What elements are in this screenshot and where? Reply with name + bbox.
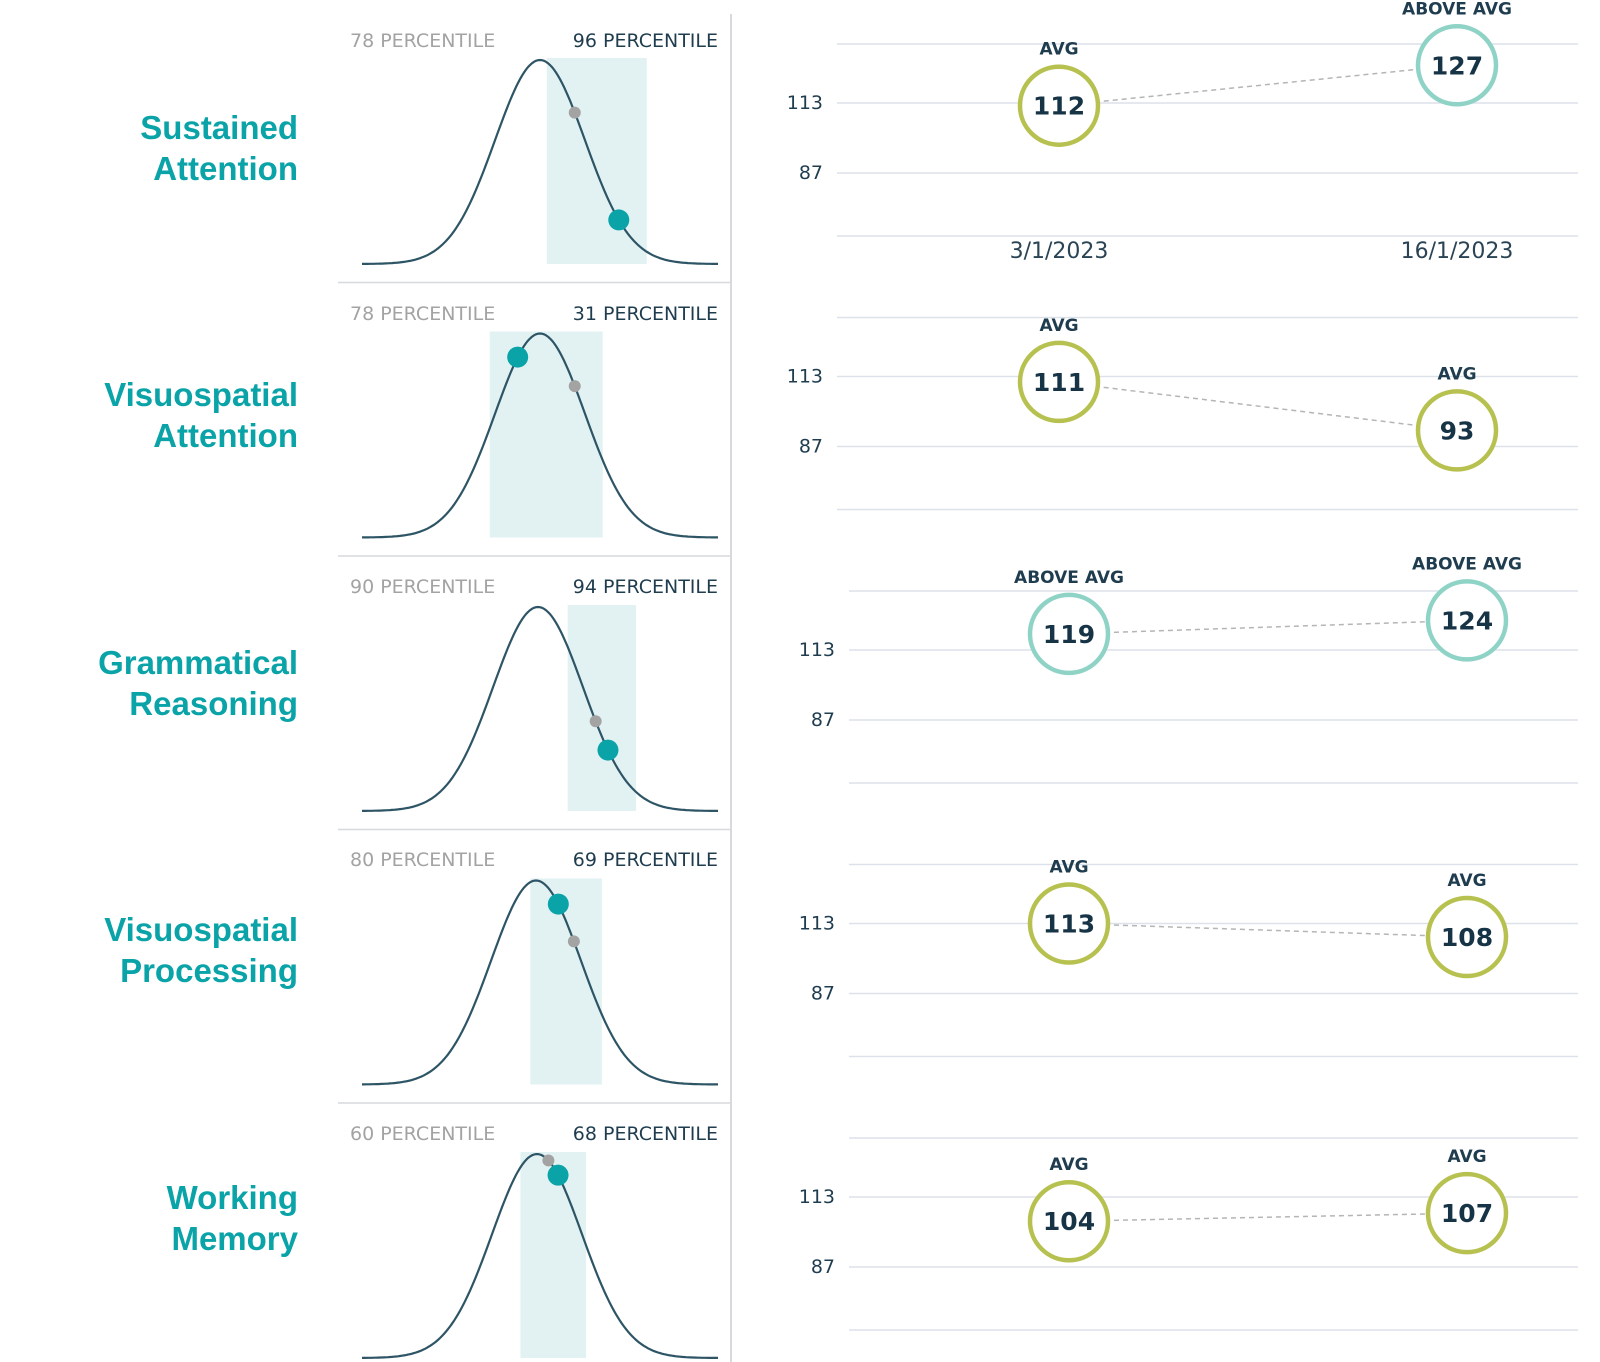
domain-label-line1: Grammatical [98,644,298,681]
y-tick-113: 113 [799,913,835,935]
previous-percentile-marker [568,106,581,119]
score-value: 107 [1441,1199,1493,1228]
score-value: 104 [1043,1207,1095,1236]
score-value: 119 [1043,620,1095,649]
y-tick-87: 87 [811,983,835,1005]
domain-label-visuospatial-processing: Visuospatial Processing [104,909,298,991]
trend-line [1058,64,1458,107]
score-circle [1027,882,1111,965]
trend-line [1058,381,1458,432]
score-circle [1425,1171,1509,1255]
trend-line [1068,922,1468,938]
previous-percentile-marker [567,935,580,948]
score-category-label: AVG [1437,364,1476,384]
previous-percentile-marker [542,1154,555,1167]
score-value: 111 [1033,368,1085,397]
current-percentile-marker [547,1164,569,1186]
score-category-label: AVG [1049,1155,1088,1175]
current-percentile-marker [608,209,630,231]
bell-curve [362,605,718,812]
trend-line [1068,619,1468,635]
score-value: 108 [1441,923,1493,952]
percentile-range-shade [520,1152,587,1358]
score-value: 112 [1033,92,1085,121]
score-category-label: ABOVE AVG [1402,0,1512,19]
percentile-range-shade [567,605,636,811]
trend-line [1068,1212,1468,1222]
score-circle [1017,64,1101,147]
y-tick-87: 87 [799,436,823,458]
domain-label-working-memory: Working Memory [167,1177,298,1259]
x-tick-date: 16/1/2023 [1401,239,1514,264]
bell-curve [362,332,718,539]
score-category-label: ABOVE AVG [1014,568,1124,588]
y-tick-87: 87 [799,162,823,184]
y-tick-113: 113 [799,1186,835,1208]
score-circle [1027,592,1111,676]
domain-label-line1: Visuospatial [104,911,298,948]
score-value: 93 [1440,416,1475,445]
score-category-label: AVG [1039,316,1078,336]
current-percentile-marker [507,346,529,368]
previous-percentile-label: 90 PERCENTILE [350,576,495,598]
current-percentile-marker [597,739,619,761]
score-category-label: AVG [1447,1147,1486,1167]
percentile-range-shade [489,331,603,538]
score-circle [1017,340,1101,424]
y-tick-87: 87 [811,709,835,731]
domain-label-line1: Working [166,1179,298,1216]
domain-label-visuospatial-attention: Visuospatial Attention [104,374,298,456]
current-percentile-label: 68 PERCENTILE [573,1123,718,1145]
score-circle [1425,579,1509,662]
score-value: 113 [1043,910,1095,939]
current-percentile-label: 96 PERCENTILE [573,30,718,52]
score-circle [1415,24,1499,107]
percentile-range-shade [546,58,647,264]
y-tick-87: 87 [811,1256,835,1278]
domain-label-line1: Sustained [140,109,298,146]
domain-label-line2: Memory [171,1220,298,1257]
domain-label-line2: Processing [120,952,298,989]
previous-percentile-marker [589,715,602,728]
previous-percentile-label: 78 PERCENTILE [350,303,495,325]
score-circle [1027,1179,1111,1263]
previous-percentile-label: 80 PERCENTILE [350,849,495,871]
current-percentile-marker [547,893,569,915]
x-tick-date: 3/1/2023 [1010,239,1109,264]
previous-percentile-marker [568,380,581,393]
score-value: 124 [1441,606,1493,635]
previous-percentile-label: 78 PERCENTILE [350,30,495,52]
domain-label-line2: Attention [153,417,298,454]
y-tick-113: 113 [799,639,835,661]
domain-label-line1: Visuospatial [104,376,298,413]
bell-curve [362,1153,718,1359]
domain-label-line2: Attention [153,150,298,187]
current-percentile-label: 31 PERCENTILE [573,303,718,325]
score-circle [1425,895,1509,979]
bell-curve [362,58,718,265]
y-tick-113: 113 [787,366,823,388]
current-percentile-label: 94 PERCENTILE [573,576,718,598]
domain-label-sustained-attention: Sustained Attention [140,107,298,189]
score-category-label: AVG [1039,40,1078,60]
domain-label-line2: Reasoning [129,685,298,722]
score-category-label: ABOVE AVG [1412,554,1522,574]
previous-percentile-label: 60 PERCENTILE [350,1123,495,1145]
y-tick-113: 113 [787,92,823,114]
score-circle [1415,389,1499,472]
score-category-label: AVG [1447,871,1486,891]
current-percentile-label: 69 PERCENTILE [573,849,718,871]
percentile-range-shade [530,878,602,1085]
score-category-label: AVG [1049,858,1088,878]
score-value: 127 [1431,51,1483,80]
domain-label-grammatical-reasoning: Grammatical Reasoning [98,642,298,724]
bell-curve [362,879,718,1086]
